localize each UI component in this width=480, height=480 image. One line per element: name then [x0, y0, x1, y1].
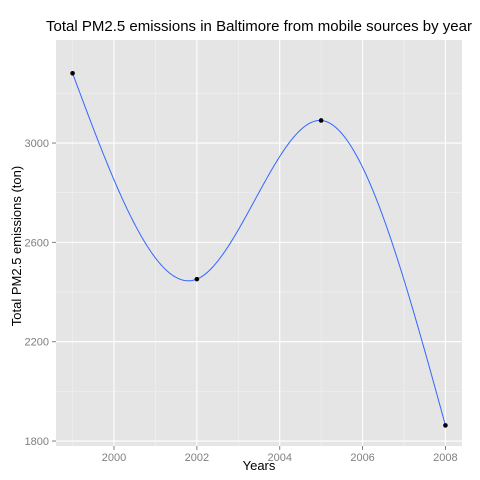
data-point — [194, 276, 200, 282]
series-layer — [70, 70, 448, 428]
data-point — [318, 118, 324, 123]
y-tick-label: 1800 — [25, 436, 49, 448]
tick-layer: 2000 2002 2004 2006 2008 1800 2200 2600 3000 — [25, 138, 458, 464]
x-axis-title: Years — [243, 458, 276, 473]
x-tick-label: 2006 — [350, 452, 374, 464]
y-tick-label: 2600 — [25, 237, 49, 249]
y-tick-label: 3000 — [25, 138, 49, 150]
y-axis-title: Total PM2.5 emissions (ton) — [9, 166, 24, 326]
plot-panel — [56, 40, 462, 446]
y-tick-label: 2200 — [25, 337, 49, 349]
x-tick-label: 2008 — [433, 452, 457, 464]
chart-title: Total PM2.5 emissions in Baltimore from … — [46, 18, 472, 35]
series-line — [72, 73, 446, 426]
x-tick-label: 2004 — [267, 452, 291, 464]
x-tick-label: 2002 — [185, 452, 209, 464]
grid-layer — [56, 40, 462, 446]
data-point — [70, 70, 75, 76]
data-point — [443, 423, 448, 428]
x-tick-label: 2000 — [102, 452, 126, 464]
